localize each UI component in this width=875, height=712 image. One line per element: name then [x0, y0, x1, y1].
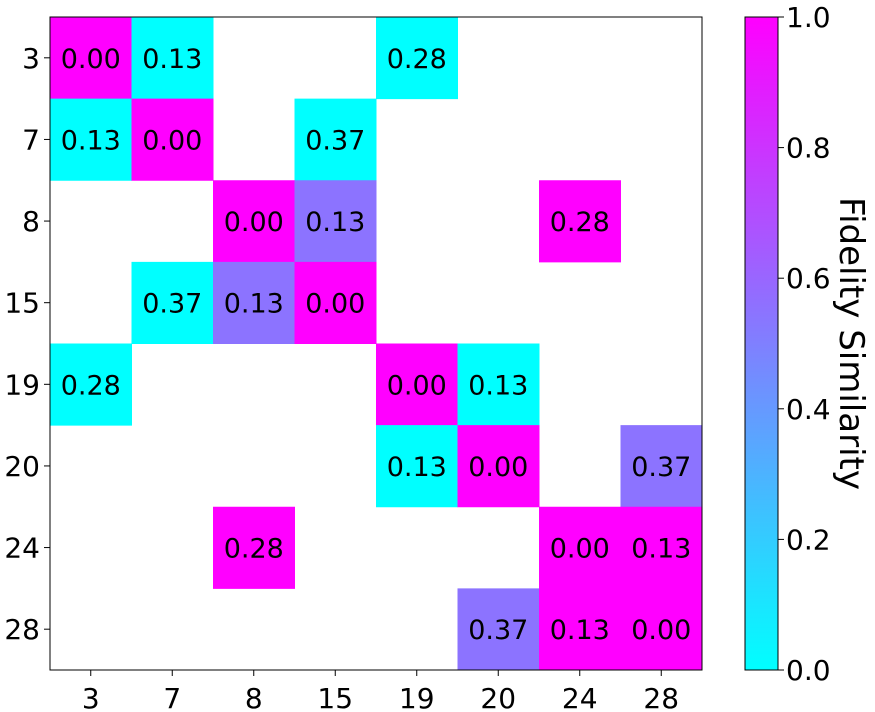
cell-value-label: 0.13 — [305, 207, 365, 238]
heatmap-cell — [539, 588, 621, 671]
colorbar-label: Fidelity Similarity — [831, 197, 871, 490]
colorbar-tick-label: 0.4 — [786, 393, 831, 426]
cell-value-label: 0.37 — [142, 289, 202, 320]
cell-value-label: 0.00 — [224, 207, 284, 238]
cell-value-label: 0.00 — [142, 125, 202, 156]
heatmap-cell — [294, 180, 377, 263]
cell-value-label: 0.00 — [387, 370, 447, 401]
cell-value-label: 0.28 — [550, 207, 610, 238]
cell-value-label: 0.28 — [61, 370, 121, 401]
x-tick-label: 8 — [245, 682, 263, 712]
y-tick-label: 20 — [4, 450, 40, 483]
heatmap-cell — [213, 506, 295, 589]
colorbar — [744, 16, 779, 671]
cell-value-label: 0.13 — [224, 289, 284, 320]
colorbar-tick-label: 1.0 — [786, 1, 831, 34]
y-tick-label: 3 — [22, 42, 40, 75]
heatmap-cell — [294, 98, 377, 181]
cell-value-label: 0.37 — [305, 125, 365, 156]
y-tick-label: 24 — [4, 532, 40, 565]
cell-value-label: 0.28 — [224, 534, 284, 565]
x-axis: 3 7 8 15 19 20 24 28 — [82, 670, 679, 712]
heatmap-cell — [620, 588, 703, 671]
x-tick-label: 20 — [480, 682, 516, 712]
cell-value-label: 0.13 — [468, 370, 528, 401]
cell-value-label: 0.37 — [468, 615, 528, 646]
heatmap-cell — [376, 17, 458, 100]
colorbar-tick-label: 0.2 — [786, 523, 831, 556]
x-tick-label: 24 — [562, 682, 598, 712]
heatmap-cell — [294, 261, 377, 344]
heatmap-cell — [131, 17, 214, 100]
heatmap-cell — [620, 425, 703, 508]
y-tick-label: 28 — [4, 613, 40, 646]
cell-value-label: 0.28 — [387, 44, 447, 75]
cell-value-label: 0.13 — [387, 452, 447, 483]
x-tick-label: 3 — [82, 682, 100, 712]
heatmap-cell — [50, 343, 132, 426]
x-tick-label: 28 — [643, 682, 679, 712]
x-tick-label: 7 — [163, 682, 181, 712]
heatmap-cell — [376, 343, 458, 426]
cell-value-label: 0.00 — [550, 534, 610, 565]
cell-value-label: 0.13 — [61, 125, 121, 156]
cell-value-label: 0.00 — [305, 289, 365, 320]
y-tick-label: 19 — [4, 368, 40, 401]
x-tick-label: 15 — [317, 682, 353, 712]
cell-value-label: 0.13 — [550, 615, 610, 646]
heatmap-cell — [620, 506, 703, 589]
heatmap-cell — [50, 17, 132, 100]
heatmap-cell — [457, 425, 540, 508]
colorbar-tick-label: 0.8 — [786, 132, 831, 165]
heatmap-cell — [457, 343, 540, 426]
cell-value-label: 0.13 — [142, 44, 202, 75]
y-tick-label: 8 — [22, 205, 40, 238]
plot-frame — [49, 16, 703, 671]
x-tick-label: 19 — [399, 682, 435, 712]
y-tick-label: 15 — [4, 287, 40, 320]
cell-value-label: 0.00 — [468, 452, 528, 483]
cell-value-label: 0.00 — [631, 615, 691, 646]
cell-value-label: 0.00 — [61, 44, 121, 75]
heatmap-cell — [50, 98, 132, 181]
heatmap-cells: 0.00 0.13 0.28 0.13 0.00 0.37 0.00 0.13 0.28 0.37… — [50, 17, 703, 671]
heatmap-cell — [213, 180, 295, 263]
heatmap-cell — [539, 180, 621, 263]
colorbar-tick-label: 0.6 — [786, 262, 831, 295]
cell-value-label: 0.13 — [631, 534, 691, 565]
cell-value-label: 0.37 — [631, 452, 691, 483]
colorbar-tick-label: 0.0 — [786, 654, 831, 687]
heatmap-cell — [131, 98, 214, 181]
heatmap-cell — [457, 588, 540, 671]
heatmap-cell — [131, 261, 214, 344]
heatmap-cell — [213, 261, 295, 344]
heatmap-cell — [539, 506, 621, 589]
heatmap-cell — [376, 425, 458, 508]
colorbar-axis: 0.0 0.2 0.4 0.6 0.8 1.0 — [778, 1, 831, 687]
y-axis: 3 7 8 15 19 20 24 28 — [4, 42, 50, 646]
y-tick-label: 7 — [22, 123, 40, 156]
